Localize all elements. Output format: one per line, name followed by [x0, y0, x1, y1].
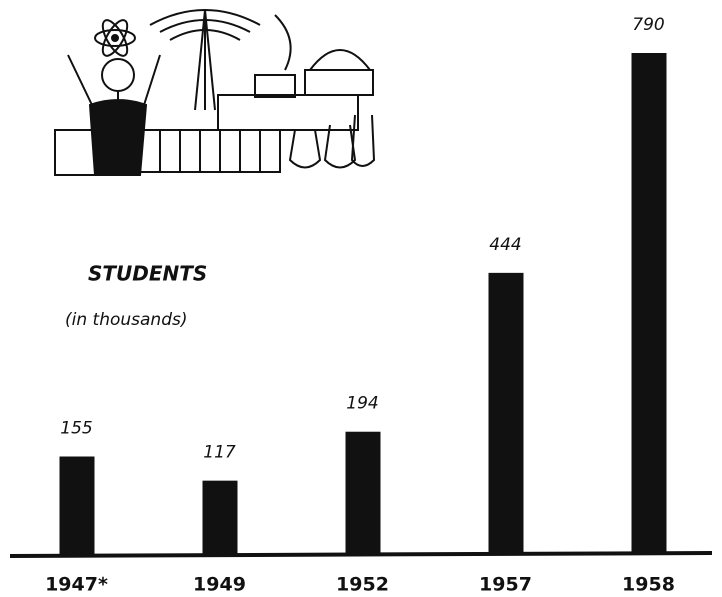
chart: STUDENTS (in thousands) 155 1947* 117 1949 1… — [0, 0, 722, 597]
bar — [203, 481, 238, 555]
bar — [60, 457, 95, 555]
value-label: 444 — [489, 235, 521, 255]
x-tick-label: 1957 — [479, 574, 532, 596]
x-tick-label: 1958 — [622, 574, 675, 596]
value-label: 117 — [203, 443, 236, 463]
x-tick-label: 1949 — [193, 574, 246, 596]
value-label: 194 — [346, 394, 378, 414]
chart-subtitle: (in thousands) — [65, 310, 187, 330]
chart-title: STUDENTS — [88, 262, 207, 286]
x-tick-label: 1947* — [45, 574, 108, 596]
bar — [632, 53, 667, 555]
bar — [346, 432, 381, 555]
illustration — [55, 10, 374, 175]
value-label: 155 — [60, 419, 92, 439]
bar — [489, 273, 524, 555]
value-label: 790 — [632, 15, 664, 35]
x-tick-label: 1952 — [336, 574, 389, 596]
